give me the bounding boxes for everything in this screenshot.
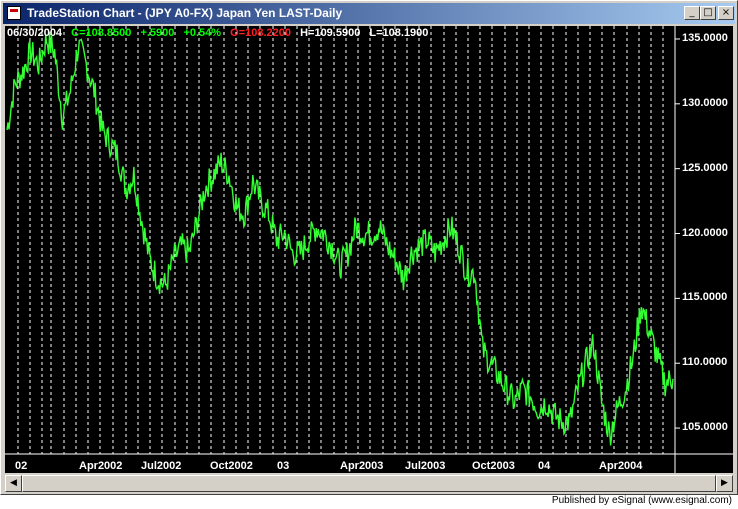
maximize-button[interactable]: □ — [700, 6, 716, 20]
scroll-thumb[interactable] — [22, 475, 716, 492]
time-axis-label: Oct2003 — [472, 460, 515, 472]
time-axis-label: Oct2002 — [210, 460, 253, 472]
price-axis-label: 130.0000 — [682, 96, 728, 109]
time-axis-label: Apr2004 — [599, 460, 643, 472]
chart-window: TradeStation Chart - (JPY A0-FX) Japan Y… — [0, 0, 738, 495]
time-axis-label: Jul2002 — [141, 460, 182, 472]
time-axis-label: 02 — [15, 460, 28, 472]
app-icon[interactable] — [7, 6, 21, 20]
time-axis-label: Jul2003 — [405, 460, 446, 472]
price-chart[interactable] — [5, 26, 733, 473]
time-axis-label: 03 — [277, 460, 290, 472]
header-open: O=108.2200 — [230, 27, 292, 39]
title-bar[interactable]: TradeStation Chart - (JPY A0-FX) Japan Y… — [3, 3, 735, 24]
header-high: H=109.5900 — [300, 27, 361, 39]
price-axis-label: 105.0000 — [682, 421, 728, 434]
minimize-button[interactable]: _ — [684, 6, 700, 20]
tick-marks — [675, 38, 680, 429]
status-bar: Published by eSignal (www.esignal.com) — [0, 495, 738, 509]
status-text: Published by eSignal (www.esignal.com) — [551, 495, 732, 506]
grid-lines — [17, 26, 664, 454]
price-line — [6, 31, 674, 446]
scroll-left-button[interactable]: ◀ — [5, 475, 22, 492]
chart-area[interactable]: 06/30/2004 C=108.8500 +.5900 +0.54% O=10… — [5, 26, 733, 473]
price-axis-label: 115.0000 — [682, 291, 728, 304]
horizontal-scrollbar[interactable]: ◀ ▶ — [5, 475, 733, 492]
close-button[interactable]: × — [718, 6, 734, 20]
scroll-right-button[interactable]: ▶ — [716, 475, 733, 492]
header-close: C=108.8500 — [71, 27, 132, 39]
header-change-pct: +0.54% — [183, 27, 222, 39]
window-title: TradeStation Chart - (JPY A0-FX) Japan Y… — [27, 6, 343, 20]
header-change: +.5900 — [140, 27, 175, 39]
time-axis-label: Apr2003 — [340, 460, 384, 472]
time-axis-label: 04 — [538, 460, 551, 472]
price-axis-label: 120.0000 — [682, 226, 728, 239]
header-date: 06/30/2004 — [7, 27, 63, 39]
quote-header: 06/30/2004 C=108.8500 +.5900 +0.54% O=10… — [7, 27, 434, 39]
price-axis-label: 125.0000 — [682, 161, 728, 174]
price-axis-label: 110.0000 — [682, 356, 728, 369]
price-axis-label: 135.0000 — [682, 31, 728, 44]
time-axis-label: Apr2002 — [79, 460, 123, 472]
header-low: L=108.1900 — [369, 27, 429, 39]
